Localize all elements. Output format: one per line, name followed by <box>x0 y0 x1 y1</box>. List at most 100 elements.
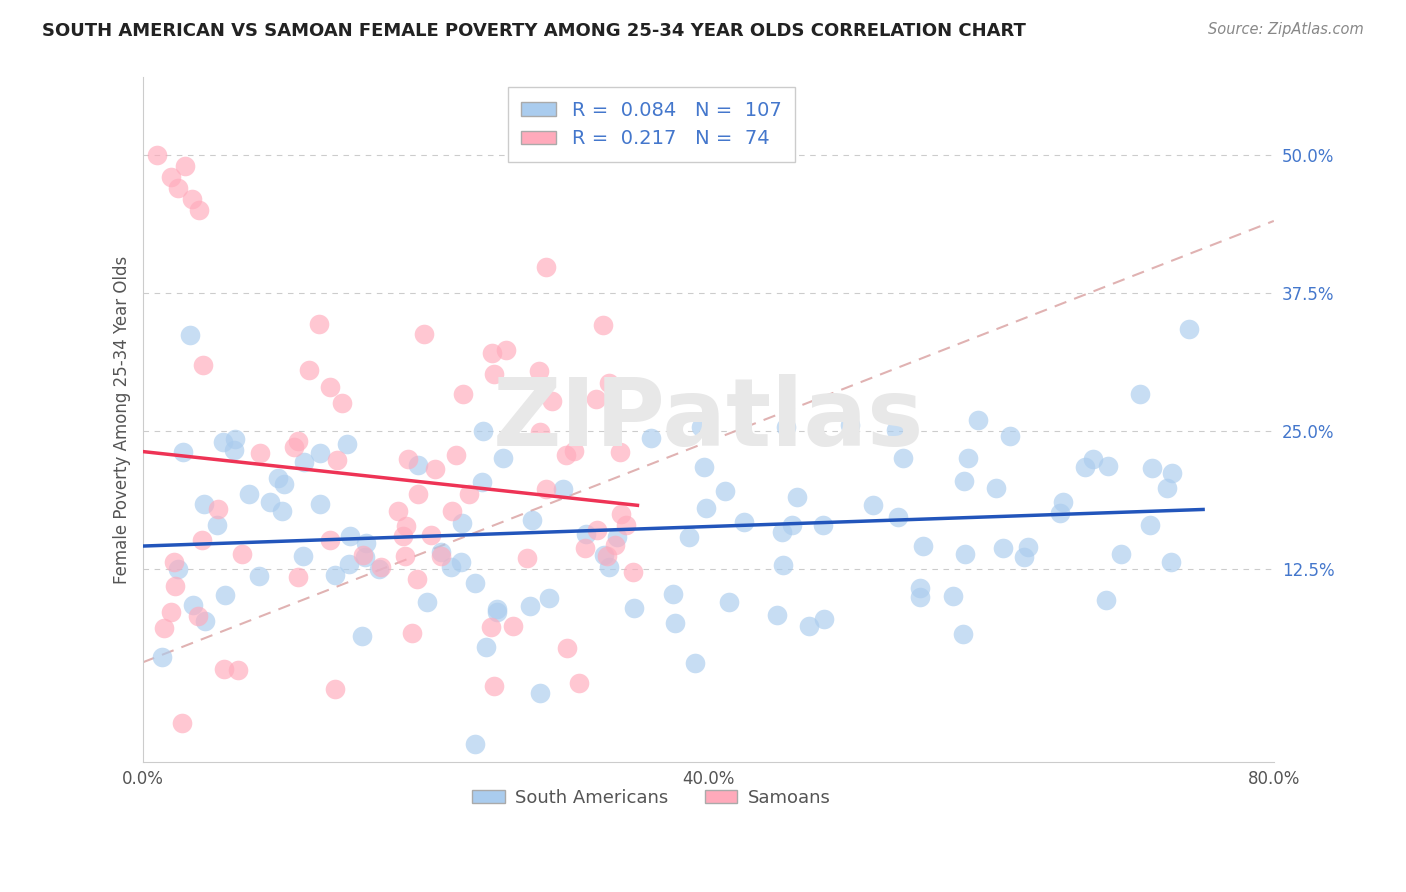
Point <box>664 616 686 631</box>
Point <box>406 458 429 472</box>
Point <box>886 509 908 524</box>
Point <box>152 649 174 664</box>
Point <box>247 569 270 583</box>
Point <box>214 588 236 602</box>
Point <box>416 595 439 609</box>
Point <box>396 452 419 467</box>
Point <box>283 440 305 454</box>
Point <box>786 491 808 505</box>
Point <box>695 500 717 515</box>
Point <box>911 539 934 553</box>
Point <box>350 629 373 643</box>
Point <box>482 679 505 693</box>
Point <box>167 181 190 195</box>
Point <box>352 548 374 562</box>
Point <box>194 614 217 628</box>
Point <box>267 471 290 485</box>
Point <box>485 605 508 619</box>
Point <box>553 483 575 497</box>
Point <box>593 548 616 562</box>
Point <box>191 533 214 547</box>
Point <box>537 591 560 606</box>
Point <box>562 444 585 458</box>
Point <box>1074 460 1097 475</box>
Point <box>554 448 576 462</box>
Point <box>212 435 235 450</box>
Point <box>330 396 353 410</box>
Point <box>598 559 620 574</box>
Point <box>575 526 598 541</box>
Point <box>605 538 627 552</box>
Point <box>319 379 342 393</box>
Point <box>942 589 965 603</box>
Point <box>492 450 515 465</box>
Point <box>441 503 464 517</box>
Point <box>519 599 541 614</box>
Point <box>1081 451 1104 466</box>
Point <box>395 519 418 533</box>
Point <box>458 487 481 501</box>
Point <box>451 387 474 401</box>
Point <box>451 516 474 530</box>
Point <box>270 503 292 517</box>
Point <box>967 413 990 427</box>
Point <box>291 549 314 563</box>
Point <box>160 605 183 619</box>
Point <box>683 657 706 671</box>
Point <box>770 524 793 539</box>
Point <box>574 541 596 556</box>
Point <box>145 147 167 161</box>
Point <box>370 559 392 574</box>
Point <box>678 530 700 544</box>
Point <box>529 364 551 378</box>
Point <box>772 558 794 573</box>
Point <box>797 619 820 633</box>
Point <box>336 436 359 450</box>
Point <box>464 737 486 751</box>
Point <box>394 549 416 563</box>
Point <box>479 620 502 634</box>
Point <box>484 367 506 381</box>
Point <box>621 565 644 579</box>
Point <box>440 560 463 574</box>
Point <box>174 159 197 173</box>
Point <box>367 562 389 576</box>
Point <box>287 570 309 584</box>
Point <box>662 587 685 601</box>
Point <box>318 533 340 547</box>
Point <box>486 602 509 616</box>
Point <box>782 517 804 532</box>
Point <box>188 202 211 217</box>
Point <box>387 504 409 518</box>
Point <box>991 541 1014 555</box>
Point <box>598 376 620 391</box>
Point <box>984 481 1007 495</box>
Point <box>908 590 931 604</box>
Point <box>813 612 835 626</box>
Point <box>1111 547 1133 561</box>
Point <box>401 626 423 640</box>
Point <box>555 640 578 655</box>
Point <box>713 483 735 498</box>
Point <box>309 497 332 511</box>
Point <box>429 545 451 559</box>
Point <box>952 475 974 489</box>
Point <box>339 529 361 543</box>
Point <box>193 497 215 511</box>
Point <box>353 550 375 565</box>
Point <box>450 555 472 569</box>
Point <box>354 536 377 550</box>
Point <box>337 558 360 572</box>
Point <box>908 581 931 595</box>
Point <box>520 514 543 528</box>
Legend: South Americans, Samoans: South Americans, Samoans <box>465 782 838 814</box>
Point <box>596 549 619 563</box>
Point <box>1052 495 1074 509</box>
Point <box>471 424 494 438</box>
Point <box>953 547 976 561</box>
Point <box>181 192 204 206</box>
Point <box>567 676 589 690</box>
Point <box>610 507 633 521</box>
Point <box>606 530 628 544</box>
Point <box>391 529 413 543</box>
